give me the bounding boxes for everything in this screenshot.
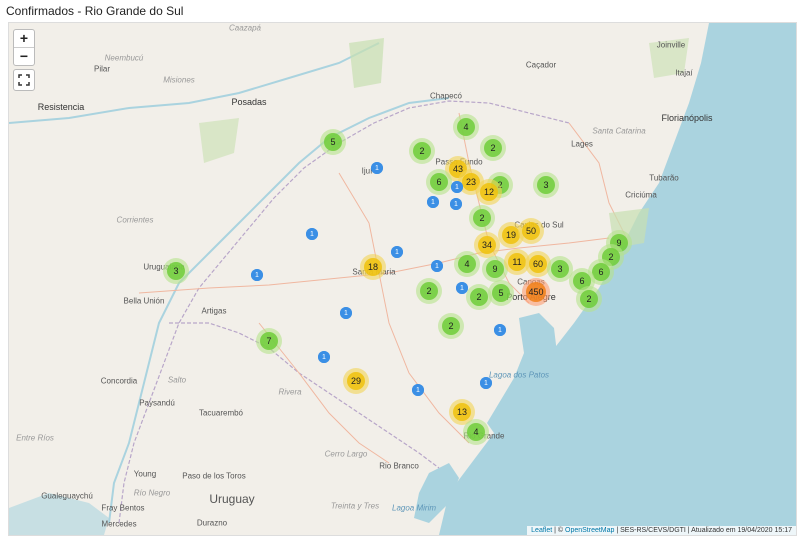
cluster-marker[interactable]: 1: [431, 260, 443, 272]
fullscreen-icon: [18, 74, 30, 86]
zoom-control: + −: [13, 29, 35, 66]
osm-link[interactable]: OpenStreetMap: [565, 527, 615, 534]
place-label: Mercedes: [101, 519, 137, 529]
place-label: Durazno: [196, 518, 228, 528]
place-label: Tacuarembó: [198, 408, 244, 418]
cluster-marker[interactable]: 12: [476, 179, 502, 205]
place-label: Gualeguaychú: [41, 491, 93, 501]
place-label: Uruguay: [209, 492, 255, 506]
place-label: Lages: [571, 139, 593, 149]
place-label: Resistencia: [37, 102, 85, 112]
place-label: Itajaí: [675, 68, 693, 78]
place-label: Fray Bentos: [101, 503, 145, 513]
cluster-marker[interactable]: 2: [576, 286, 602, 312]
place-label: Joinville: [656, 40, 686, 50]
fullscreen-button[interactable]: [13, 69, 35, 91]
place-label: Bella Unión: [123, 296, 165, 306]
cluster-marker[interactable]: 2: [409, 138, 435, 164]
cluster-marker[interactable]: 1: [494, 324, 506, 336]
cluster-marker[interactable]: 1: [306, 228, 318, 240]
cluster-marker[interactable]: 450: [522, 278, 550, 306]
cluster-marker[interactable]: 1: [450, 198, 462, 210]
cluster-marker[interactable]: 1: [340, 307, 352, 319]
cluster-marker[interactable]: 3: [163, 258, 189, 284]
cluster-marker[interactable]: 5: [320, 129, 346, 155]
place-label: Lagoa dos Patos: [488, 370, 550, 380]
place-label: Santa Catarina: [592, 126, 646, 136]
basemap: [9, 23, 796, 535]
zoom-in-button[interactable]: +: [19, 30, 29, 46]
cluster-marker[interactable]: 2: [438, 313, 464, 339]
place-label: Tubarão: [649, 173, 679, 183]
place-label: Criciúma: [625, 190, 657, 200]
cluster-marker[interactable]: 6: [426, 169, 452, 195]
place-label: Caazapá: [228, 23, 262, 33]
place-label: Paysandú: [139, 398, 175, 408]
place-label: Entre Ríos: [16, 433, 54, 443]
cluster-marker[interactable]: 1: [371, 162, 383, 174]
cluster-marker[interactable]: 3: [533, 172, 559, 198]
place-label: Pilar: [93, 64, 111, 74]
cluster-marker[interactable]: 1: [251, 269, 263, 281]
cluster-marker[interactable]: 9: [482, 256, 508, 282]
cluster-marker[interactable]: 1: [391, 246, 403, 258]
cluster-marker[interactable]: 2: [469, 205, 495, 231]
cluster-marker[interactable]: 50: [518, 218, 544, 244]
cluster-marker[interactable]: 4: [454, 251, 480, 277]
place-label: Cerro Largo: [324, 449, 368, 459]
place-label: Treinta y Tres: [330, 501, 380, 511]
cluster-marker[interactable]: 4: [453, 114, 479, 140]
cluster-marker[interactable]: 2: [416, 278, 442, 304]
cluster-marker[interactable]: 1: [480, 377, 492, 389]
cluster-marker[interactable]: 4: [463, 419, 489, 445]
page-title: Confirmados - Rio Grande do Sul: [6, 4, 184, 18]
cluster-marker[interactable]: 1: [451, 181, 463, 193]
cluster-marker[interactable]: 2: [480, 135, 506, 161]
cluster-marker[interactable]: 60: [525, 251, 551, 277]
cluster-marker[interactable]: 18: [360, 254, 386, 280]
place-label: Florianópolis: [661, 113, 713, 123]
zoom-out-button[interactable]: −: [14, 47, 34, 65]
place-label: Corrientes: [116, 215, 154, 225]
place-label: Chapecó: [429, 91, 463, 101]
place-label: Caçador: [525, 60, 557, 70]
place-label: Neembucú: [104, 53, 144, 63]
place-label: Río Negro: [133, 488, 171, 498]
place-label: Salto: [167, 375, 187, 385]
cluster-marker[interactable]: 7: [256, 328, 282, 354]
cluster-marker[interactable]: 34: [474, 232, 500, 258]
cluster-marker[interactable]: 1: [456, 282, 468, 294]
cluster-marker[interactable]: 29: [343, 368, 369, 394]
leaflet-link[interactable]: Leaflet: [531, 527, 553, 534]
place-label: Paso de los Toros: [182, 471, 246, 481]
cluster-marker[interactable]: 5: [488, 280, 514, 306]
place-label: Artigas: [201, 306, 227, 316]
cluster-marker[interactable]: 2: [466, 284, 492, 310]
cluster-marker[interactable]: 1: [318, 351, 330, 363]
place-label: Rio Branco: [379, 461, 419, 471]
map-container[interactable]: Joinville Itajaí Florianópolis Tubarão C…: [8, 22, 797, 536]
place-label: Young: [133, 469, 157, 479]
cluster-marker[interactable]: 3: [547, 256, 573, 282]
place-label: Misiones: [163, 75, 195, 85]
place-label: Ijuí: [361, 166, 373, 176]
map-attribution: Leaflet | © OpenStreetMap | SES-RS/CEVS/…: [527, 526, 796, 535]
cluster-marker[interactable]: 1: [427, 196, 439, 208]
place-label: Lagoa Mirim: [391, 503, 437, 513]
cluster-marker[interactable]: 1: [412, 384, 424, 396]
place-label: Concordia: [100, 376, 138, 386]
place-label: Rivera: [278, 387, 302, 397]
place-label: Posadas: [231, 97, 267, 107]
cluster-marker[interactable]: 13: [449, 399, 475, 425]
